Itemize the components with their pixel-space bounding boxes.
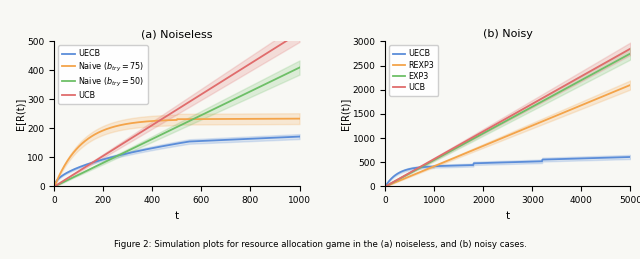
EXP3 (627, 52, 634, 55)
UECB (296, 135, 303, 138)
Naive ($b_{try} = 50$) (51, 185, 58, 188)
Naive ($b_{try} = 75$) (235, 117, 243, 120)
UCB (214, 82, 222, 85)
Naive ($b_{try} = 75$) (161, 119, 169, 122)
X-axis label: t: t (506, 211, 510, 221)
Naive ($b_{try} = 75$) (94, 131, 102, 134)
UCB (195, 94, 203, 97)
EXP3 (381, 185, 389, 188)
UCB (94, 158, 102, 161)
UECB (94, 160, 102, 163)
UECB (214, 139, 222, 142)
UCB (425, 161, 433, 164)
REXP3 (381, 185, 389, 188)
Naive ($b_{try} = 75$) (214, 117, 222, 120)
EXP3 (526, 106, 534, 110)
UECB (195, 140, 203, 143)
EXP3 (545, 96, 553, 99)
UCB (161, 115, 169, 118)
EXP3 (566, 85, 573, 88)
Line: Naive ($b_{try} = 75$): Naive ($b_{try} = 75$) (54, 119, 300, 186)
Naive ($b_{try} = 50$) (94, 164, 102, 167)
UECB (526, 160, 534, 163)
UCB (526, 104, 534, 107)
UECB (235, 138, 243, 141)
UCB (545, 93, 553, 96)
Y-axis label: E[R(t)]: E[R(t)] (15, 98, 25, 130)
Title: (b) Noisy: (b) Noisy (483, 29, 532, 39)
Naive ($b_{try} = 50$) (235, 95, 243, 98)
Naive ($b_{try} = 75$) (113, 124, 121, 127)
Naive ($b_{try} = 50$) (214, 105, 222, 109)
REXP3 (444, 159, 452, 162)
EXP3 (492, 125, 500, 128)
Legend: UECB, REXP3, EXP3, UCB: UECB, REXP3, EXP3, UCB (389, 46, 438, 96)
Title: (a) Noiseless: (a) Noiseless (141, 29, 212, 39)
UCB (566, 81, 573, 84)
UECB (161, 144, 169, 147)
Naive ($b_{try} = 50$) (113, 154, 121, 157)
Text: Figure 2: Simulation plots for resource allocation game in the (a) noiseless, an: Figure 2: Simulation plots for resource … (114, 240, 526, 249)
REXP3 (425, 167, 433, 170)
EXP3 (444, 151, 452, 154)
UECB (113, 154, 121, 157)
Legend: UECB, Naive ($b_{try} = 75$), Naive ($b_{try} = 50$), UCB: UECB, Naive ($b_{try} = 75$), Naive ($b_… (58, 46, 148, 104)
UECB (545, 158, 553, 161)
Naive ($b_{try} = 50$) (161, 131, 169, 134)
UCB (444, 149, 452, 153)
Naive ($b_{try} = 75$) (195, 118, 203, 121)
Line: Naive ($b_{try} = 50$): Naive ($b_{try} = 50$) (54, 68, 300, 186)
Naive ($b_{try} = 75$) (296, 117, 303, 120)
UCB (381, 185, 389, 188)
UCB (627, 47, 634, 50)
UECB (566, 157, 573, 160)
REXP3 (545, 117, 553, 120)
Line: UCB: UCB (54, 33, 300, 186)
Naive ($b_{try} = 50$) (296, 66, 303, 69)
UCB (296, 31, 303, 34)
UECB (425, 165, 433, 168)
Naive ($b_{try} = 75$) (51, 185, 58, 188)
REXP3 (627, 83, 634, 87)
Y-axis label: E[R(t)]: E[R(t)] (340, 98, 350, 130)
UECB (51, 185, 58, 188)
Naive ($b_{try} = 50$) (195, 115, 203, 118)
Line: UCB: UCB (385, 49, 630, 186)
EXP3 (425, 161, 433, 164)
UECB (444, 164, 452, 167)
X-axis label: t: t (175, 211, 179, 221)
REXP3 (492, 139, 500, 142)
REXP3 (526, 125, 534, 128)
Line: REXP3: REXP3 (385, 85, 630, 186)
REXP3 (566, 109, 573, 112)
UECB (627, 155, 634, 159)
UCB (235, 69, 243, 72)
Line: EXP3: EXP3 (385, 54, 630, 186)
UCB (113, 145, 121, 148)
Line: UECB: UECB (385, 157, 630, 186)
UCB (492, 123, 500, 126)
UCB (51, 185, 58, 188)
Line: UECB: UECB (54, 136, 300, 186)
UECB (492, 161, 500, 164)
UECB (381, 185, 389, 188)
